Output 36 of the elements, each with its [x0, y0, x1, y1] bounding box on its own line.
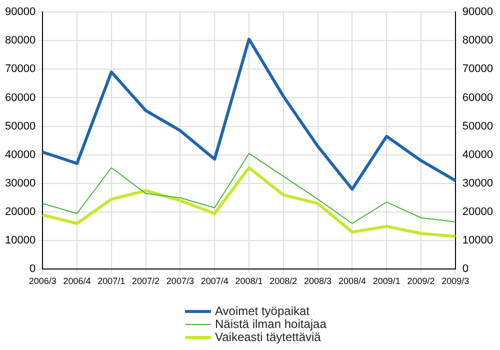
y2-tick-label: 30000 — [462, 178, 494, 190]
x-tick-label: 2006/3 — [28, 276, 56, 286]
y2-tick-label: 50000 — [462, 120, 494, 132]
x-tick-label: 2007/1 — [98, 276, 126, 286]
y-tick-label: 70000 — [4, 63, 36, 76]
y2-tick-label: 10000 — [462, 234, 494, 247]
x-tick-label: 2007/4 — [200, 276, 228, 286]
legend-label: Avoimet työpaikat — [215, 304, 310, 318]
y-tick-label: 10000 — [4, 234, 36, 247]
x-tick-label: 2008/4 — [338, 276, 366, 286]
y2-tick-label: 90000 — [462, 6, 494, 18]
x-tick-label: 2009/2 — [407, 276, 435, 286]
y-tick-label: 50000 — [4, 120, 36, 132]
x-tick-label: 2009/3 — [442, 276, 470, 286]
y-tick-label: 40000 — [4, 148, 36, 161]
y-tick-label: 30000 — [4, 178, 36, 190]
x-tick-label: 2009/1 — [372, 276, 400, 286]
y-tick-label: 60000 — [4, 92, 36, 104]
y2-tick-label: 80000 — [462, 34, 494, 47]
x-tick-label: 2006/4 — [63, 276, 91, 286]
y-tick-label: 80000 — [4, 34, 36, 47]
y2-tick-label: 60000 — [462, 92, 494, 104]
legend-label: Näistä ilman hoitajaa — [215, 317, 326, 331]
x-tick-label: 2007/2 — [132, 276, 160, 286]
x-tick-label: 2008/3 — [304, 276, 332, 286]
x-tick-label: 2007/3 — [166, 276, 194, 286]
legend-label: Vaikeasti täytettäviä — [215, 330, 321, 344]
y2-tick-label: 40000 — [462, 148, 494, 161]
y2-tick-label: 20000 — [462, 206, 494, 218]
y-tick-label: 0 — [29, 263, 36, 276]
y2-tick-label: 70000 — [462, 63, 494, 76]
x-tick-label: 2008/1 — [235, 276, 263, 286]
y2-tick-label: 0 — [462, 263, 469, 276]
y-tick-label: 20000 — [4, 206, 36, 218]
y-tick-label: 90000 — [4, 6, 36, 18]
x-tick-label: 2008/2 — [270, 276, 298, 286]
